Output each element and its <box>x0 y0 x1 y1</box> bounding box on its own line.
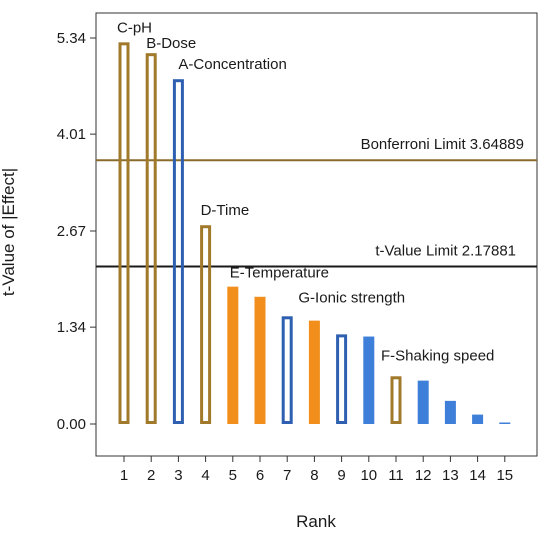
x-tick-label: 2 <box>147 467 155 484</box>
bar <box>417 380 429 424</box>
bar <box>390 376 402 425</box>
x-tick-label: 13 <box>442 467 459 484</box>
bar-annotation: F-Shaking speed <box>381 347 494 364</box>
bar <box>200 225 212 424</box>
bar-annotation: C-pH <box>117 19 152 36</box>
reference-line-label: Bonferroni Limit 3.64889 <box>361 136 524 153</box>
x-tick-label: 3 <box>174 467 182 484</box>
x-tick-label: 11 <box>388 467 404 484</box>
y-tick-label: 1.34 <box>57 319 86 336</box>
bar <box>118 42 130 425</box>
bar <box>472 414 484 424</box>
x-tick-label: 10 <box>360 467 377 484</box>
plot-area: 0.001.342.674.015.341 2 3 4 5 6 7 8 9 10 11 12 13 14 1… <box>57 12 538 484</box>
bar <box>227 286 239 424</box>
y-tick-label: 5.34 <box>57 30 86 47</box>
y-tick-label: 2.67 <box>57 223 86 240</box>
bar-annotation: G-Ionic strength <box>298 290 405 307</box>
x-tick-label: 7 <box>283 467 291 484</box>
x-tick-label: 1 <box>120 467 128 484</box>
plot-frame <box>95 12 538 457</box>
bar <box>444 400 456 424</box>
bar-annotation: B-Dose <box>146 35 196 52</box>
x-tick-label: 12 <box>415 467 432 484</box>
x-tick-label: 6 <box>256 467 264 484</box>
y-axis-label: t-Value of |Effect| <box>0 168 18 296</box>
x-tick-label: 15 <box>496 467 513 484</box>
bar-annotation: A-Concentration <box>178 56 286 73</box>
bar-annotation: E-Temperature <box>230 265 329 282</box>
x-axis-label: Rank <box>296 512 336 531</box>
y-tick-label: 0.00 <box>57 416 86 433</box>
bar <box>499 422 511 424</box>
x-tick-label: 4 <box>201 467 209 484</box>
x-tick-label: 14 <box>469 467 486 484</box>
bar-annotation: D-Time <box>201 202 250 219</box>
bar <box>145 53 157 424</box>
bar <box>363 336 375 424</box>
y-tick-label: 4.01 <box>57 126 86 143</box>
bar <box>336 334 348 424</box>
bar <box>172 79 184 425</box>
bar <box>281 316 293 424</box>
x-tick-label: 8 <box>310 467 318 484</box>
reference-line-label: t-Value Limit 2.17881 <box>375 243 516 260</box>
x-tick-label: 5 <box>229 467 237 484</box>
bar <box>254 296 266 424</box>
bar <box>308 320 320 424</box>
x-tick-label: 9 <box>337 467 345 484</box>
